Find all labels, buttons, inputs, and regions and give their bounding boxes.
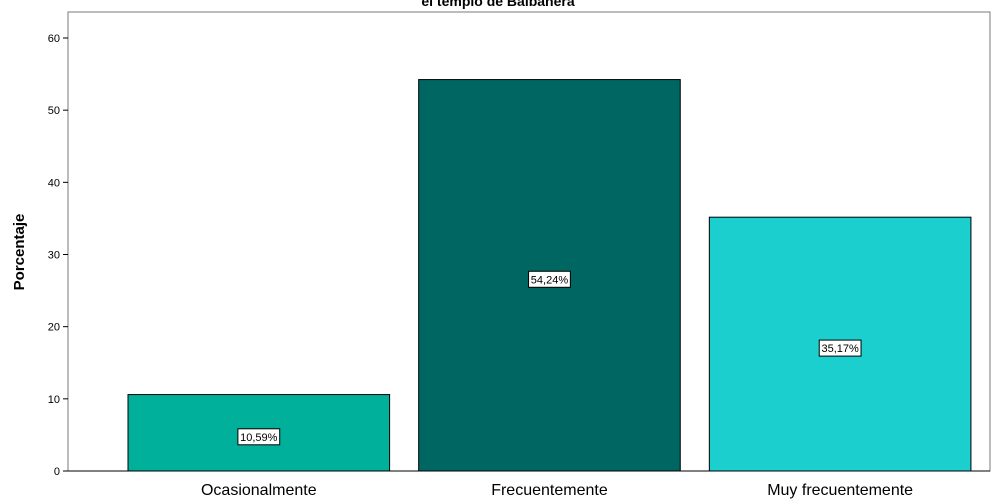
chart-title: el templo de Balbanera: [421, 0, 574, 9]
data-label-box: [818, 339, 862, 357]
y-tick-label: 30: [48, 250, 60, 262]
y-tick-label: 50: [48, 105, 60, 117]
data-label: 10,59%: [240, 432, 278, 444]
y-axis-ticks: 0 10 20 30 40 50 60: [48, 33, 68, 478]
x-category-label: Ocasionalmente: [201, 482, 317, 499]
data-label: 35,17%: [821, 343, 859, 355]
x-axis-labels: Ocasionalmente Frecuentemente Muy frecuent…: [201, 482, 913, 499]
data-label-box: [528, 270, 571, 288]
data-labels: 10,59% 54,24% 35,17%: [237, 270, 862, 446]
x-category-label: Muy frecuentemente: [767, 482, 913, 499]
data-label-box: [237, 428, 281, 446]
x-category-label: Frecuentemente: [491, 482, 608, 499]
y-tick-label: 0: [54, 466, 60, 478]
data-label: 54,24%: [531, 274, 569, 286]
y-axis-title: Porcentaje: [11, 214, 28, 291]
y-tick-label: 40: [48, 177, 60, 189]
y-tick-label: 60: [48, 33, 60, 45]
bars: [127, 79, 972, 472]
y-tick-label: 20: [48, 322, 60, 334]
y-tick-label: 10: [48, 394, 60, 406]
